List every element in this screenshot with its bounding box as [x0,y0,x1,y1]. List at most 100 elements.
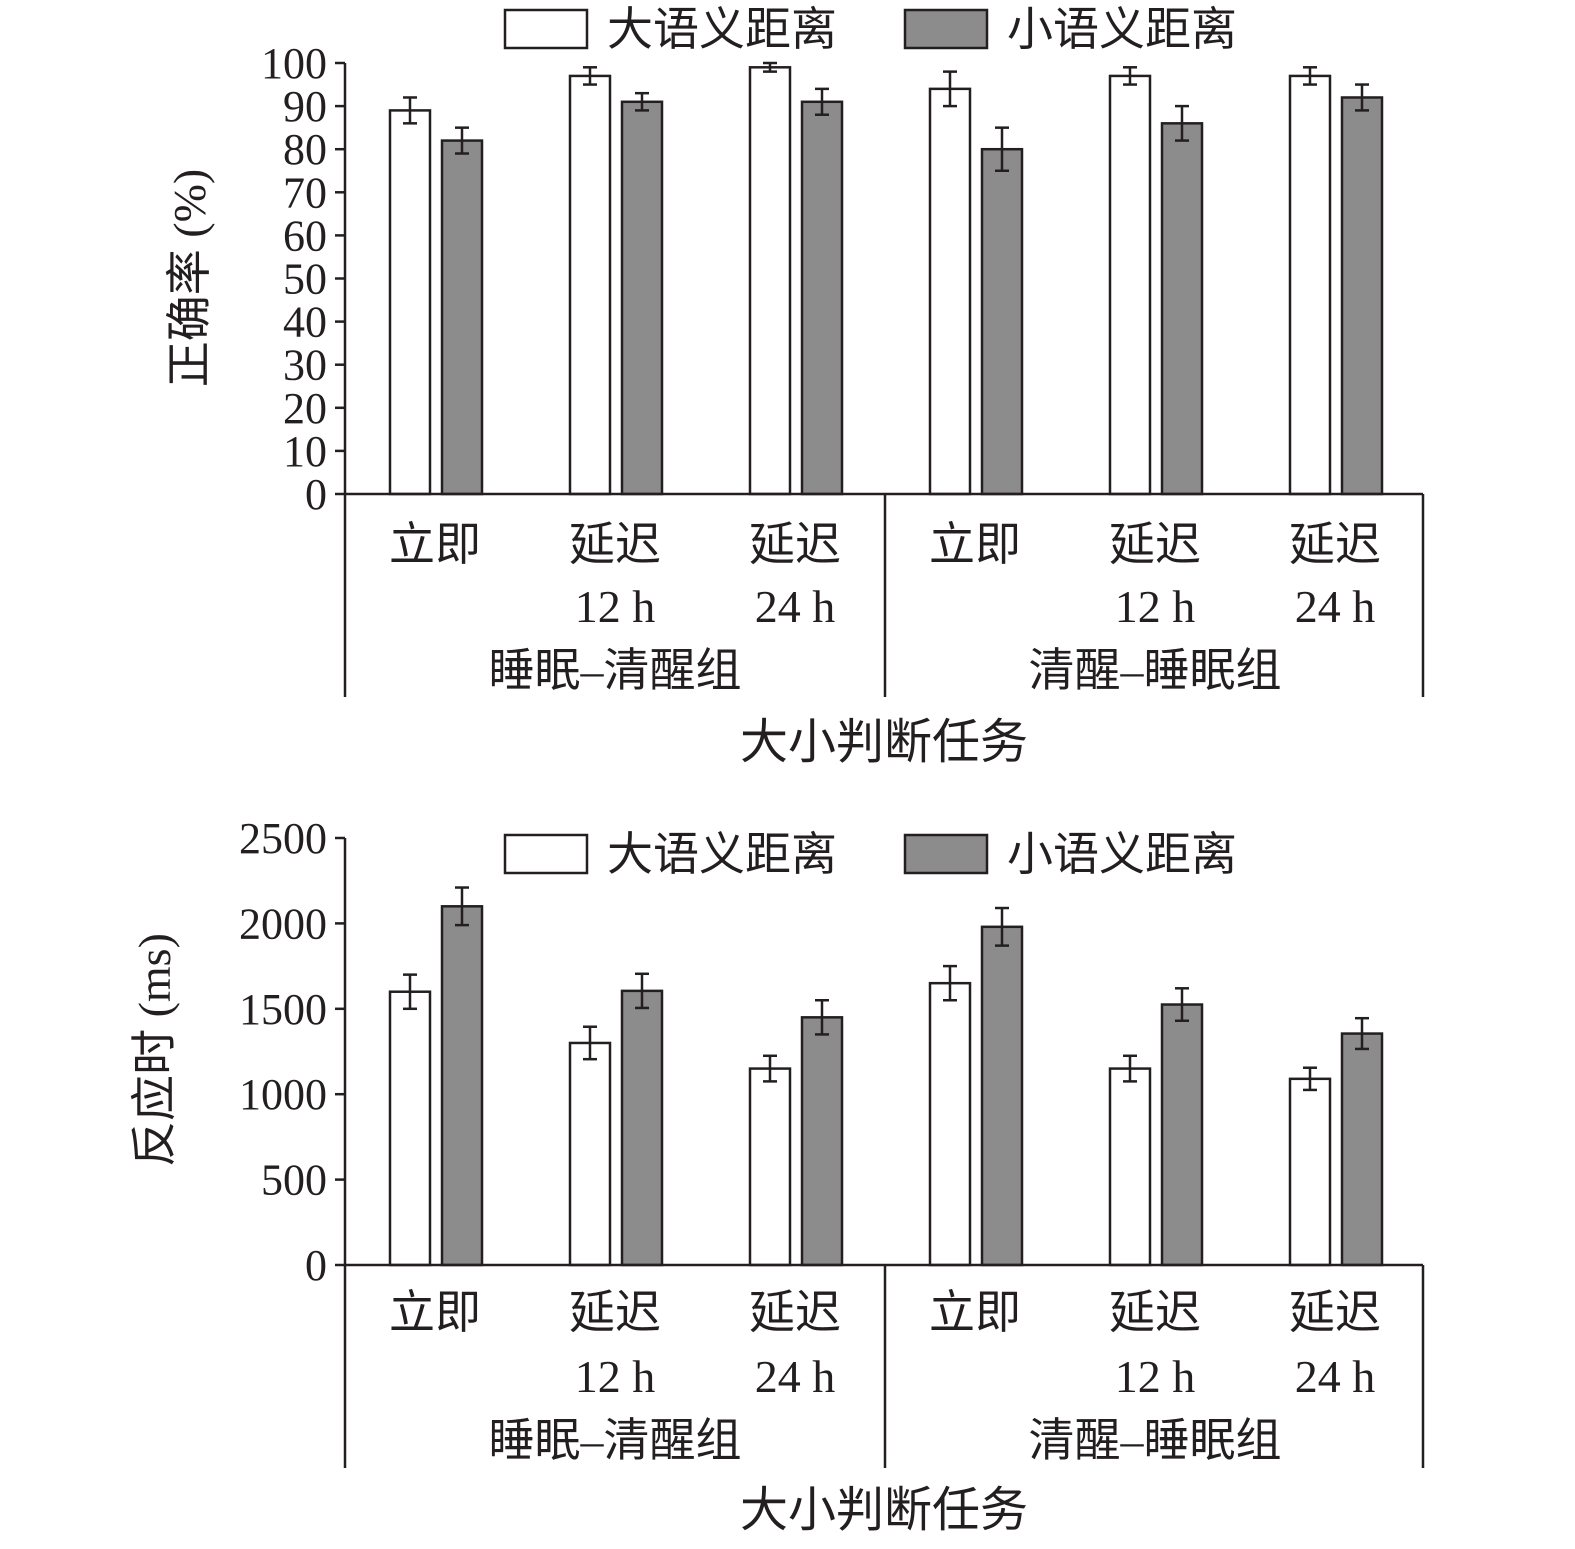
error-bar-0-4 [1123,66,1137,86]
error-bar-0-0 [403,96,417,125]
error-bar-0-2 [763,1054,777,1083]
error-bar-1-0 [455,886,469,927]
error-bar-0-2 [763,61,777,73]
bar-0-4 [1108,74,1152,496]
error-bar-0-4 [1123,1054,1137,1083]
bar-1-4 [1160,1003,1204,1267]
error-bar-0-1 [583,1025,597,1061]
group-label: 清醒–睡眠组 [1029,645,1282,696]
error-bar-0-5 [1303,1066,1317,1092]
group-label: 睡眠–清醒组 [489,1415,742,1466]
error-bar-1-4 [1175,987,1189,1023]
error-bar-0-3 [943,964,957,1002]
x-category-label: 延迟 [569,519,661,570]
y-tick-label: 100 [261,39,327,88]
bar-1-0 [440,139,484,496]
y-tick-label: 0 [305,470,327,519]
x-category-label: 延迟 [1289,519,1381,570]
y-tick-label: 0 [305,1241,327,1290]
x-category-label: 延迟 [1109,1287,1201,1338]
y-axis-title: 反应时 (ms) [129,933,180,1167]
error-bar-1-1 [635,972,649,1010]
error-bar-1-1 [635,91,649,112]
y-tick-label: 2500 [239,814,327,863]
legend-label-0: 大语义距离 [607,4,837,55]
bar-0-1 [568,74,612,496]
bar-1-1 [620,989,664,1267]
group-label: 清醒–睡眠组 [1029,1415,1282,1466]
y-axis-title: 正确率 (%) [164,169,215,387]
y-tick-label: 1500 [239,985,327,1034]
bar-0-4 [1108,1067,1152,1267]
bar-0-0 [388,990,432,1267]
y-tick-label: 40 [283,298,327,347]
bar-0-1 [568,1041,612,1267]
x-category-sublabel: 24 h [755,581,836,632]
error-bar-1-5 [1355,83,1369,112]
y-tick-label: 2000 [239,899,327,948]
legend-label-1: 小语义距离 [1007,829,1237,880]
bar-0-0 [388,109,432,496]
x-category-label: 延迟 [569,1287,661,1338]
bar-1-1 [620,100,664,496]
legend-label-1: 小语义距离 [1007,4,1237,55]
x-category-sublabel: 24 h [1295,581,1376,632]
y-tick-label: 20 [283,384,327,433]
bar-0-2 [748,1067,792,1267]
legend-label-0: 大语义距离 [607,829,837,880]
bar-1-2 [800,1016,844,1267]
x-category-label: 立即 [929,1287,1021,1338]
x-category-sublabel: 24 h [755,1351,836,1402]
error-bar-1-3 [995,126,1009,172]
error-bar-0-5 [1303,66,1317,86]
error-bar-1-5 [1355,1016,1369,1051]
error-bar-0-0 [403,973,417,1011]
x-category-sublabel: 12 h [1115,581,1196,632]
x-category-label: 立即 [389,1287,481,1338]
bar-1-5 [1340,96,1384,496]
y-tick-label: 500 [261,1156,327,1205]
bar-0-5 [1288,74,1332,496]
bar-1-3 [980,147,1024,496]
legend-swatch-1 [903,8,989,50]
bar-0-3 [928,87,972,496]
bar-0-3 [928,981,972,1267]
bar-1-5 [1340,1032,1384,1267]
bar-0-2 [748,66,792,496]
y-tick-label: 80 [283,125,327,174]
x-axis-title: 大小判断任务 [740,716,1028,769]
error-bar-1-2 [815,999,829,1036]
y-tick-label: 1000 [239,1070,327,1119]
error-bar-1-4 [1175,104,1189,142]
error-bar-0-3 [943,70,957,108]
x-category-label: 立即 [389,519,481,570]
bar-1-0 [440,905,484,1267]
y-tick-label: 70 [283,168,327,217]
y-tick-label: 90 [283,82,327,131]
x-category-sublabel: 24 h [1295,1351,1376,1402]
legend-swatch-1 [903,833,989,875]
bar-0-5 [1288,1077,1332,1267]
y-tick-label: 30 [283,341,327,390]
bar-1-4 [1160,122,1204,496]
error-bar-1-2 [815,87,829,116]
x-category-label: 延迟 [749,519,841,570]
x-category-sublabel: 12 h [575,581,656,632]
legend-swatch-0 [503,833,589,875]
y-tick-label: 50 [283,255,327,304]
chart-1: 大语义距离 小语义距离 0 500 1000 1500 2000 2500 立即 延迟 12 h 延迟… [129,814,1425,1537]
x-axis-title: 大小判断任务 [740,1484,1028,1537]
x-category-sublabel: 12 h [575,1351,656,1402]
error-bar-1-0 [455,126,469,155]
y-tick-label: 10 [283,427,327,476]
legend-swatch-0 [503,8,589,50]
bar-1-2 [800,100,844,496]
x-category-label: 延迟 [1109,519,1201,570]
x-category-sublabel: 12 h [1115,1351,1196,1402]
group-label: 睡眠–清醒组 [489,645,742,696]
bar-1-3 [980,925,1024,1267]
x-category-label: 延迟 [1289,1287,1381,1338]
x-category-label: 立即 [929,519,1021,570]
